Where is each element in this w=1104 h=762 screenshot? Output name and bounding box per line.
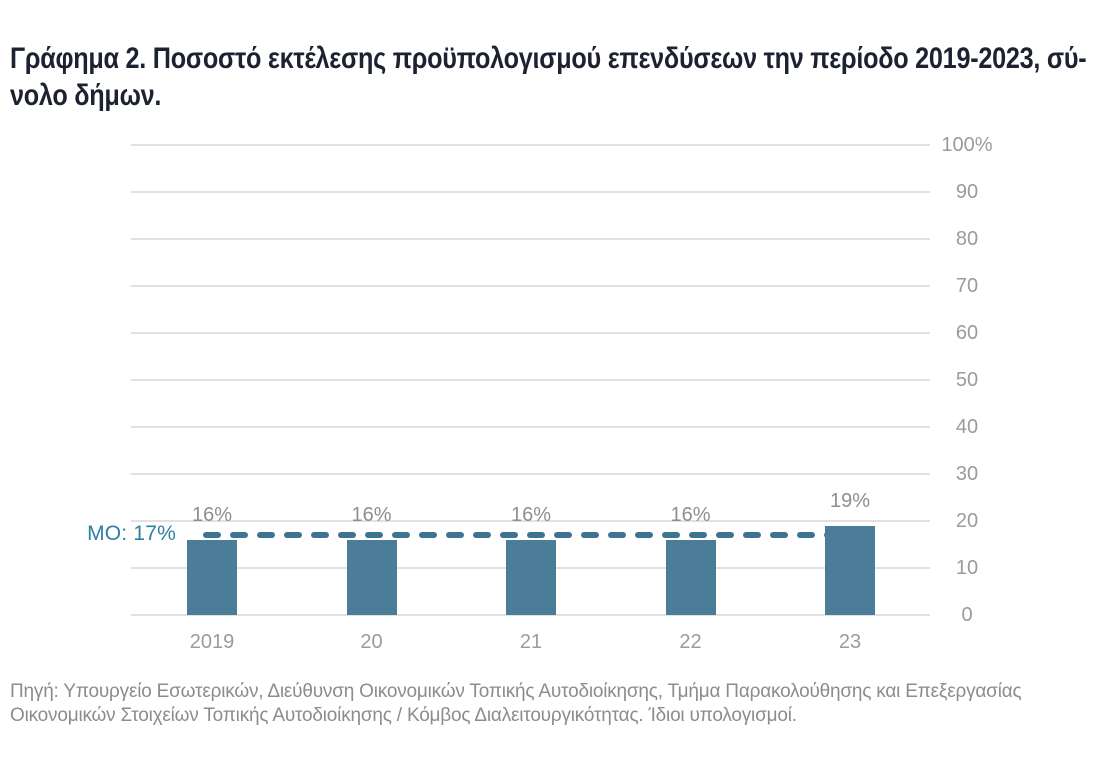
y-axis-tick-label: 20 xyxy=(955,510,979,532)
average-line-dash xyxy=(311,532,329,539)
chart-title: Γράφημα 2. Ποσοστό εκτέλεσης προϋπολογισ… xyxy=(10,42,1087,112)
average-line-dash xyxy=(338,532,356,539)
bar-value-label: 16% xyxy=(191,503,233,526)
gridline xyxy=(131,332,930,334)
bar-23 xyxy=(825,525,875,615)
y-axis-tick-label: 50 xyxy=(955,369,979,391)
gridline xyxy=(131,285,930,287)
bar-2019 xyxy=(187,539,237,615)
bar-21 xyxy=(506,539,556,615)
y-axis-tick-label: 100% xyxy=(941,134,993,156)
average-line-dash xyxy=(230,532,248,539)
bar-20 xyxy=(346,539,397,615)
average-line-dash xyxy=(770,532,788,539)
average-line-dash xyxy=(446,532,464,539)
average-line-dash xyxy=(581,532,599,539)
gridline xyxy=(131,614,930,616)
average-line-dash xyxy=(743,532,761,539)
gridline xyxy=(131,520,930,522)
average-line-dash xyxy=(284,532,302,539)
x-axis-tick-label: 23 xyxy=(838,631,862,653)
bar-value-label: 19% xyxy=(829,489,871,512)
average-line-dash xyxy=(662,532,680,539)
y-axis-tick-label: 0 xyxy=(961,604,973,626)
average-line-dash xyxy=(365,532,383,539)
average-line-dash xyxy=(797,532,815,539)
bar-value-label: 16% xyxy=(670,503,711,526)
y-axis-tick-label: 90 xyxy=(955,181,979,203)
y-axis-tick-label: 30 xyxy=(955,463,979,485)
bar-value-label: 16% xyxy=(351,503,392,526)
y-axis-tick-label: 10 xyxy=(955,557,979,579)
average-line-dash xyxy=(527,532,545,539)
bar-22 xyxy=(665,539,716,615)
average-line-dash xyxy=(689,532,707,539)
average-line-dash xyxy=(554,532,572,539)
average-line-dash xyxy=(419,532,437,539)
average-line-dash xyxy=(257,532,275,539)
average-line-dash xyxy=(473,532,491,539)
x-axis-tick-label: 22 xyxy=(679,631,702,653)
gridline xyxy=(131,238,930,240)
average-line-dash xyxy=(716,532,734,539)
x-axis-tick-label: 2019 xyxy=(189,631,235,653)
average-line-dash xyxy=(635,532,653,539)
average-line-label: ΜΟ: 17% xyxy=(87,522,176,546)
y-axis-tick-label: 80 xyxy=(955,228,979,250)
x-axis-tick-label: 21 xyxy=(519,631,543,653)
bar-value-label: 16% xyxy=(510,503,552,526)
gridline xyxy=(131,191,930,193)
gridline xyxy=(131,379,930,381)
gridline xyxy=(131,144,930,146)
average-line-dash xyxy=(500,532,518,539)
y-axis-tick-label: 60 xyxy=(955,322,979,344)
average-line-dash xyxy=(203,532,221,539)
x-axis-tick-label: 20 xyxy=(360,631,383,653)
gridline xyxy=(131,426,930,428)
y-axis-tick-label: 70 xyxy=(955,275,979,297)
average-line-dash xyxy=(608,532,626,539)
gridline xyxy=(131,473,930,475)
y-axis-tick-label: 40 xyxy=(955,416,979,438)
source-note: Πηγή: Υπουργείο Εσωτερικών, Διεύθυνση Οι… xyxy=(10,681,1022,726)
average-line-dash xyxy=(392,532,410,539)
